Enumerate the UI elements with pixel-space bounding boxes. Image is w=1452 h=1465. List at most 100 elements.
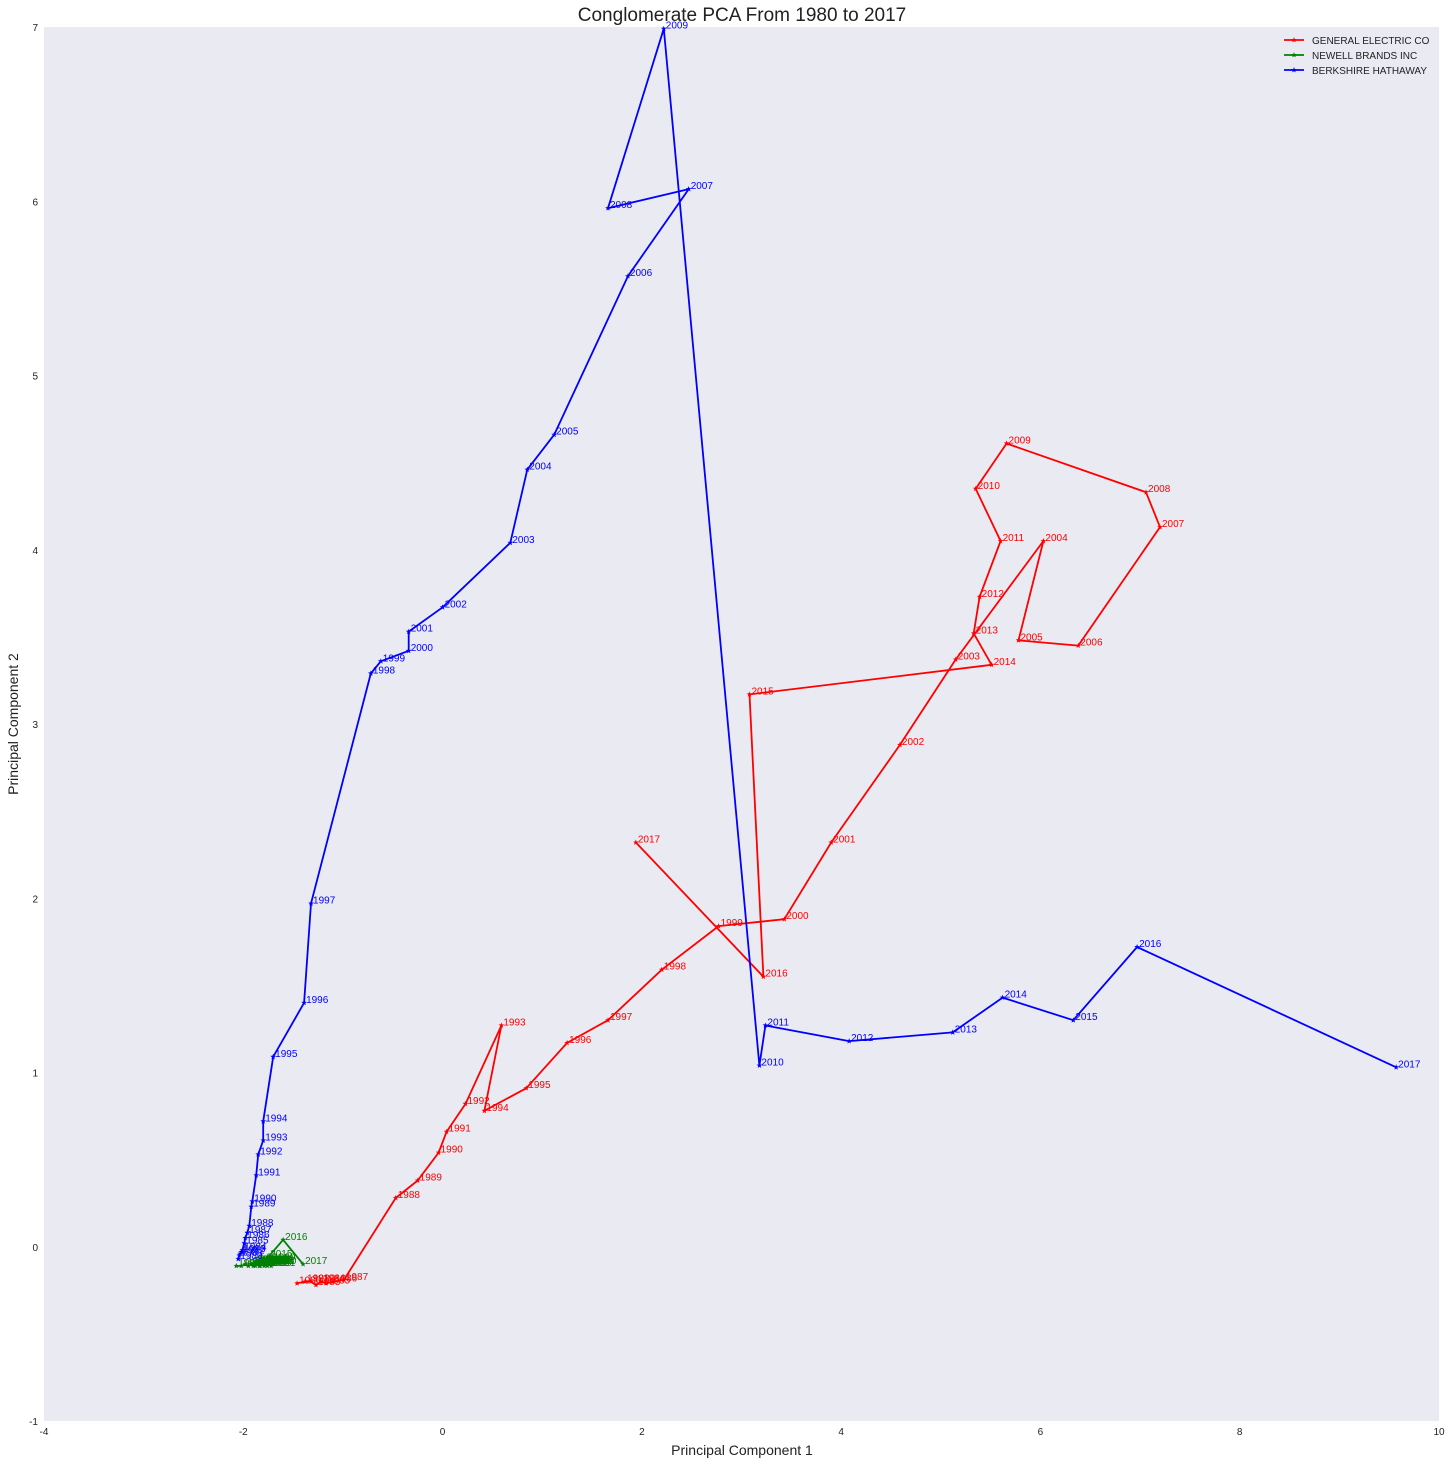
plot-area: [44, 27, 1439, 1421]
data-point: [660, 25, 667, 32]
data-point: [999, 994, 1006, 1000]
data-point: [268, 1262, 274, 1269]
point-label: 2004: [529, 462, 552, 473]
point-label: 1990: [254, 1193, 277, 1204]
point-label: 1984: [323, 1274, 346, 1285]
point-label: 1988: [398, 1190, 421, 1201]
x-tick-label: 4: [838, 1427, 844, 1438]
data-point: [760, 973, 767, 980]
point-label: 2013: [263, 1254, 286, 1265]
point-label: 1984: [244, 1242, 267, 1253]
data-point: [1075, 642, 1082, 648]
data-point: [392, 1195, 399, 1201]
data-point: [435, 1149, 442, 1156]
data-point: [633, 839, 639, 845]
data-point: [523, 1085, 530, 1091]
data-point: [260, 1118, 267, 1124]
point-label: 1998: [664, 962, 687, 973]
series-general-electric-co: 1980198119821983198419851986198719881989…: [294, 435, 1185, 1288]
data-point: [255, 1151, 262, 1157]
data-point: [308, 1278, 314, 1284]
y-tick-label: 7: [32, 23, 38, 34]
point-label: 2013: [976, 625, 999, 636]
y-tick-label: 3: [32, 720, 38, 731]
point-label: 2002: [445, 599, 468, 610]
point-label: 1991: [449, 1124, 472, 1135]
data-point: [269, 1261, 275, 1267]
point-label: 1999: [383, 653, 406, 664]
data-point: [976, 593, 983, 600]
y-tick-label: 5: [32, 372, 38, 383]
point-label: 1994: [268, 1254, 291, 1265]
point-label: 1987: [346, 1272, 369, 1283]
data-point: [988, 661, 995, 668]
point-label: 2017: [638, 834, 661, 845]
data-point: [1393, 1064, 1399, 1070]
point-label: 2016: [765, 969, 788, 980]
point-label: 2009: [257, 1254, 280, 1265]
x-tick-label: 6: [1038, 1427, 1044, 1438]
data-point: [300, 1261, 306, 1267]
point-label: 1983: [318, 1277, 341, 1288]
point-label: 2003: [269, 1254, 292, 1265]
x-tick-label: -2: [239, 1427, 248, 1438]
data-point: [238, 1262, 245, 1269]
x-tick-label: 10: [1433, 1427, 1445, 1438]
data-point: [264, 1259, 271, 1265]
point-label: 1993: [267, 1256, 290, 1267]
data-point: [972, 485, 979, 492]
point-label: 2009: [1009, 435, 1032, 446]
point-label: 1994: [486, 1103, 509, 1114]
point-label: 2002: [902, 737, 925, 748]
x-tick-label: 2: [639, 1427, 645, 1438]
data-point: [952, 656, 959, 662]
data-point: [481, 1107, 488, 1114]
data-point: [252, 1262, 259, 1269]
legend-item: GENERAL ELECTRIC CO: [1284, 36, 1430, 47]
data-point: [1070, 1017, 1077, 1023]
y-axis-label: Principal Component 2: [5, 653, 21, 795]
point-label: 2000: [786, 911, 809, 922]
data-point: [280, 1236, 286, 1243]
data-point: [253, 1172, 260, 1178]
data-point: [242, 1235, 249, 1241]
data-point: [248, 1203, 255, 1210]
data-point: [405, 647, 412, 654]
point-label: 1982: [313, 1274, 336, 1285]
data-point: [1134, 944, 1140, 950]
point-label: 1996: [306, 995, 329, 1006]
point-label: 1986: [247, 1230, 270, 1241]
point-label: 2010: [978, 481, 1001, 492]
data-point: [762, 1022, 769, 1028]
data-point: [625, 273, 631, 279]
data-point: [1003, 440, 1010, 446]
point-label: 2016: [285, 1232, 308, 1243]
data-point: [605, 205, 611, 211]
point-label: 1990: [264, 1256, 287, 1267]
data-point: [323, 1280, 329, 1286]
data-point: [756, 1062, 763, 1068]
point-label: 1996: [270, 1256, 293, 1267]
point-label: 1992: [467, 1096, 490, 1107]
data-point: [249, 1198, 256, 1204]
point-label: 1981: [307, 1274, 330, 1285]
point-label: 1995: [275, 1049, 298, 1060]
point-label: 2017: [1398, 1059, 1421, 1070]
point-label: 2012: [982, 589, 1005, 600]
data-point: [260, 1137, 267, 1143]
legend-item: BERKSHIRE HATHAWAY: [1284, 66, 1427, 77]
point-label: 1997: [271, 1254, 294, 1265]
x-axis-ticks: -4 -2 0 2 4 6 8 10: [40, 1427, 1445, 1438]
point-label: 2008: [610, 200, 633, 211]
data-point: [746, 691, 753, 697]
data-point: [270, 1053, 276, 1060]
data-point: [245, 1262, 252, 1269]
data-point: [997, 538, 1004, 544]
data-point: [685, 186, 692, 192]
point-label: 1992: [266, 1258, 289, 1269]
point-label: 2011: [1003, 533, 1025, 544]
point-label: 1991: [258, 1167, 281, 1178]
series-layer: 1980198119821983198419851986198719881989…: [233, 21, 1421, 1288]
point-label: 2007: [1162, 519, 1185, 530]
data-point: [341, 1276, 347, 1283]
